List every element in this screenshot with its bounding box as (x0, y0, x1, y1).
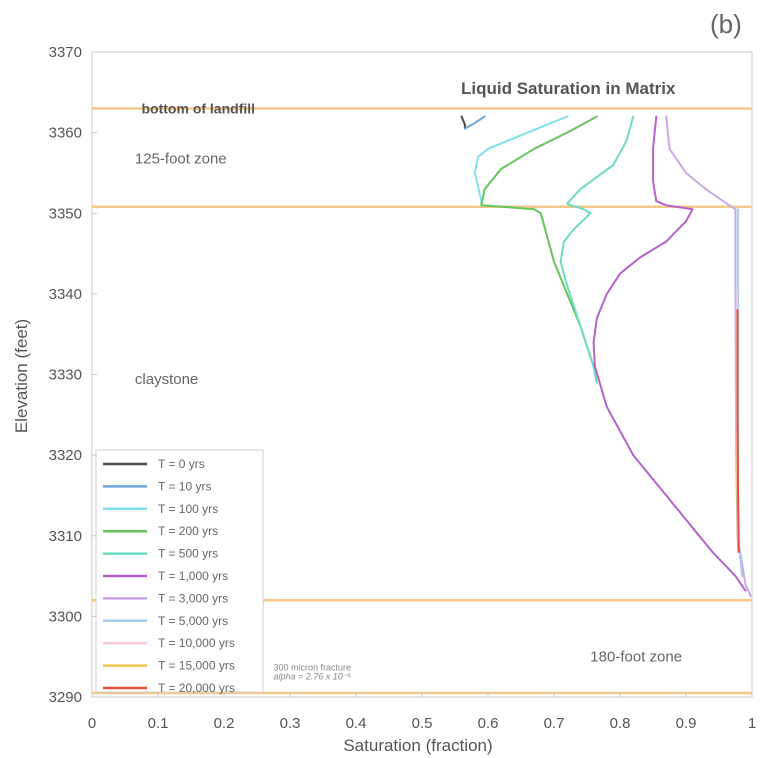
x-tick-label: 0 (88, 715, 96, 732)
x-tick-label: 0.1 (148, 715, 169, 732)
legend-label-7: T = 5,000 yrs (158, 614, 228, 628)
legend-label-0: T = 0 yrs (158, 457, 205, 471)
y-tick-label: 3360 (49, 125, 82, 142)
x-tick-label: 0.4 (346, 715, 367, 732)
series-line-2 (473, 115, 569, 207)
x-axis-ticks: 0 0.1 0.2 0.3 0.4 0.5 0.6 0.7 0.8 0.9 1 (88, 692, 756, 732)
x-tick-label: 0.9 (676, 715, 697, 732)
y-tick-label: 3340 (49, 286, 82, 303)
x-axis-label: Saturation (fraction) (343, 736, 492, 755)
series-line-1 (463, 115, 486, 130)
series-line-3 (480, 115, 598, 384)
legend: T = 0 yrs T = 10 yrs T = 100 yrs T = 200 yr… (95, 449, 264, 695)
series-line-5 (592, 115, 747, 592)
series-line-10 (736, 309, 740, 553)
chart-title: Liquid Saturation in Matrix (461, 79, 676, 98)
x-tick-label: 0.5 (412, 715, 433, 732)
legend-box (95, 449, 264, 693)
annotation-1: 125-foot zone (135, 150, 227, 167)
y-tick-label: 3310 (49, 528, 82, 545)
x-tick-label: 0.8 (610, 715, 631, 732)
x-tick-label: 0.2 (214, 715, 235, 732)
x-tick-label: 1 (748, 715, 756, 732)
legend-label-3: T = 200 yrs (158, 524, 218, 538)
annotation-2: claystone (135, 371, 198, 388)
y-axis-ticks: 3290 3300 3310 3320 3330 3340 3350 3360 3370 (49, 44, 97, 706)
y-tick-label: 3370 (49, 44, 82, 61)
x-tick-label: 0.6 (478, 715, 499, 732)
legend-label-10: T = 20,000 yrs (158, 681, 235, 695)
legend-label-2: T = 100 yrs (158, 502, 218, 516)
y-tick-label: 3290 (49, 689, 82, 706)
legend-label-6: T = 3,000 yrs (158, 591, 228, 605)
annotation-5: alpha = 2.76 x 10⁻⁵ (274, 671, 352, 681)
x-tick-label: 0.3 (280, 715, 301, 732)
saturation-curves (460, 115, 752, 598)
y-axis-label: Elevation (feet) (12, 319, 31, 433)
zone-annotations: bottom of landfill 125-foot zone claystone… (135, 100, 682, 681)
annotation-3: 180-foot zone (590, 649, 682, 666)
legend-label-9: T = 15,000 yrs (158, 659, 235, 673)
y-tick-label: 3300 (49, 608, 82, 625)
legend-label-4: T = 500 yrs (158, 547, 218, 561)
y-tick-label: 3350 (49, 205, 82, 222)
legend-label-8: T = 10,000 yrs (158, 636, 235, 650)
x-tick-label: 0.7 (544, 715, 565, 732)
y-tick-label: 3330 (49, 367, 82, 384)
series-line-4 (559, 115, 635, 384)
annotation-0: bottom of landfill (142, 100, 256, 116)
series-line-0 (460, 115, 466, 130)
legend-label-1: T = 10 yrs (158, 479, 211, 493)
annotation-4: 300 micron fracture (274, 662, 352, 672)
panel-label: (b) (710, 9, 742, 39)
legend-label-5: T = 1,000 yrs (158, 569, 228, 583)
y-tick-label: 3320 (49, 447, 82, 464)
